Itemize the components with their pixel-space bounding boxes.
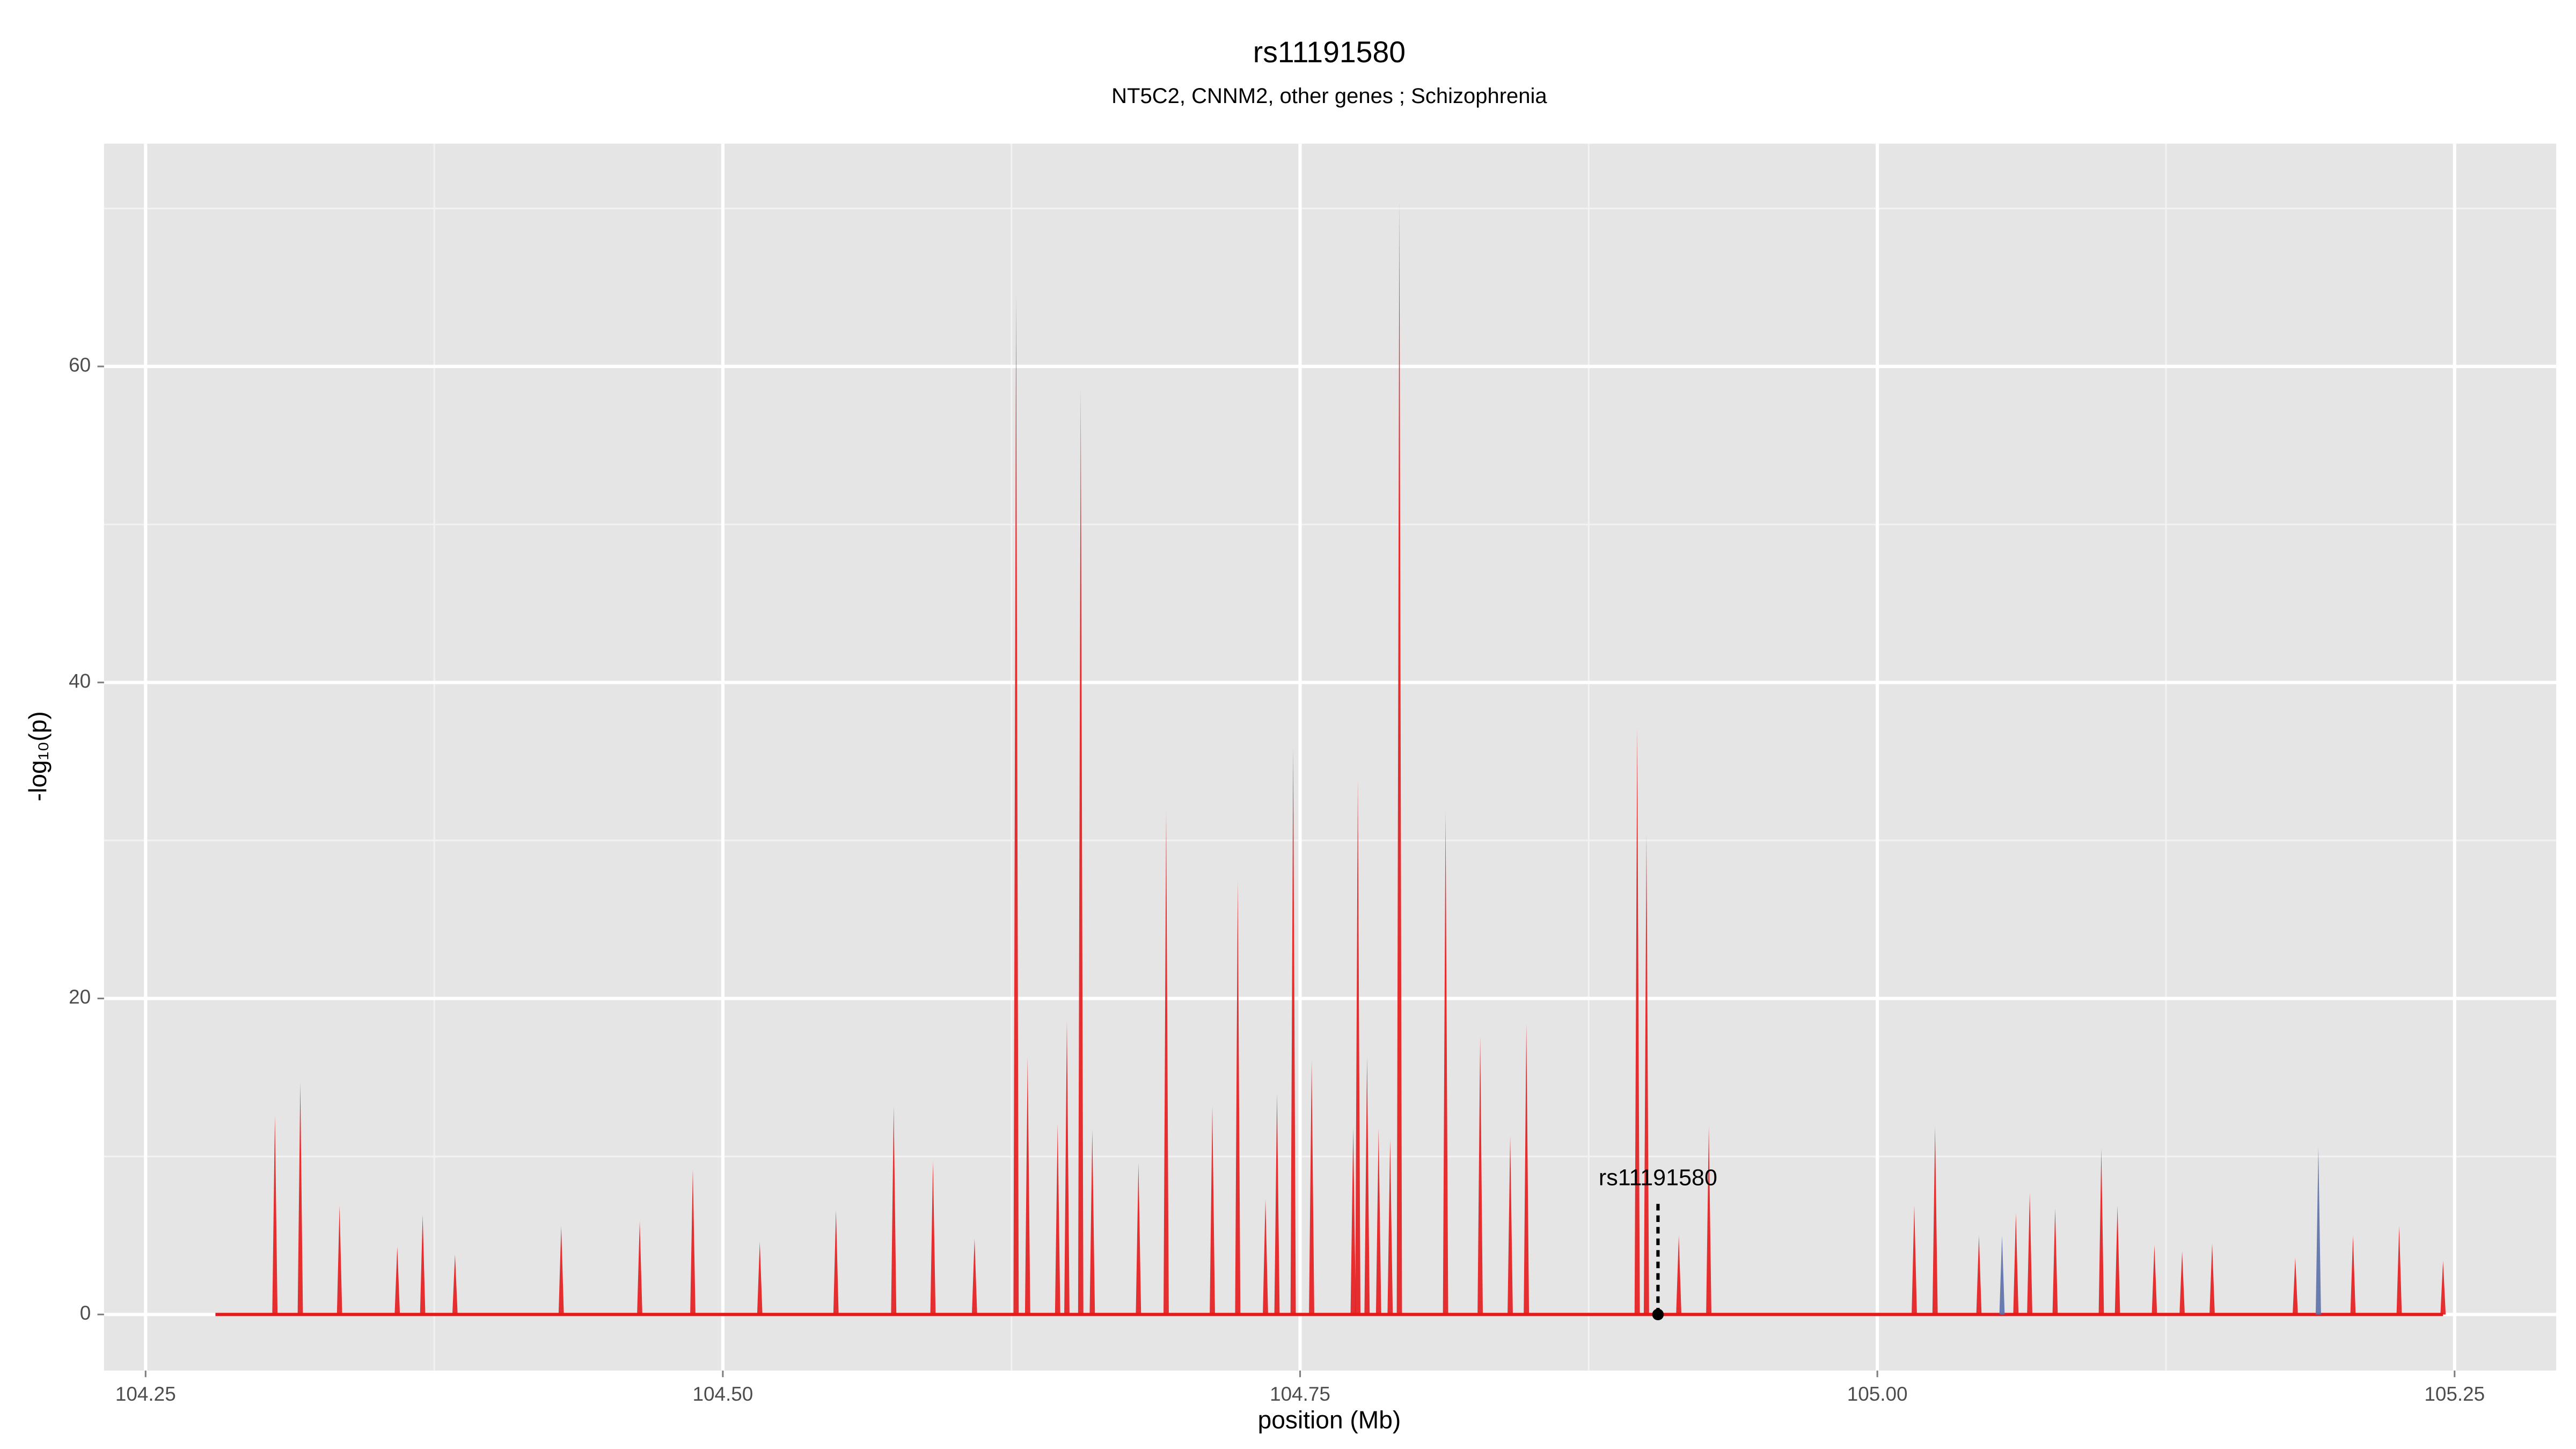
- spike: [1477, 1036, 1483, 1315]
- spike: [272, 1115, 278, 1315]
- spike: [2098, 1148, 2104, 1315]
- spike: [2440, 1261, 2446, 1315]
- spike: [1163, 812, 1169, 1315]
- spike: [1634, 727, 1640, 1315]
- spike: [1210, 1106, 1215, 1315]
- x-tick-label: 105.25: [2424, 1383, 2485, 1405]
- spike: [2209, 1243, 2215, 1315]
- annotation-point: [1652, 1308, 1664, 1321]
- spike: [1089, 1129, 1095, 1315]
- spike: [2027, 1192, 2033, 1315]
- x-tick-label: 104.75: [1270, 1383, 1330, 1405]
- spike: [1375, 1128, 1381, 1315]
- spike: [833, 1210, 839, 1315]
- spike: [2315, 1147, 2321, 1315]
- spike: [1676, 1235, 1682, 1315]
- spike: [1976, 1235, 1982, 1315]
- spike: [558, 1226, 564, 1315]
- x-tick-label: 104.25: [115, 1383, 176, 1405]
- y-axis-label: -log₁₀(p): [24, 711, 52, 801]
- spike: [1064, 1020, 1070, 1315]
- spike: [452, 1254, 458, 1315]
- spike: [1524, 1023, 1529, 1315]
- spike: [1507, 1136, 1513, 1315]
- spike: [1643, 834, 1649, 1315]
- spike: [757, 1241, 763, 1315]
- spike: [1396, 200, 1402, 1315]
- spike: [336, 1205, 342, 1315]
- spike: [1290, 747, 1296, 1315]
- y-tick-label: 40: [69, 670, 91, 692]
- spike: [1706, 1126, 1711, 1315]
- spike: [1999, 1235, 2005, 1315]
- spike: [2396, 1226, 2402, 1315]
- spike: [1355, 779, 1361, 1315]
- spike: [1013, 294, 1019, 1315]
- spike: [2013, 1213, 2019, 1315]
- spike: [1136, 1162, 1141, 1315]
- spike: [394, 1246, 400, 1315]
- spike: [1024, 1057, 1030, 1315]
- y-tick-label: 20: [69, 986, 91, 1008]
- spike: [930, 1161, 936, 1315]
- spike: [1350, 1128, 1356, 1315]
- marks: rs11191580: [215, 200, 2446, 1321]
- spike: [2292, 1257, 2298, 1315]
- spike: [2052, 1209, 2058, 1315]
- spike: [2114, 1205, 2120, 1315]
- y-tick-label: 0: [80, 1302, 91, 1324]
- x-tick-label: 105.00: [1847, 1383, 1908, 1405]
- spike: [1309, 1060, 1314, 1315]
- x-axis-label: position (Mb): [1258, 1406, 1401, 1433]
- spike: [1274, 1093, 1280, 1315]
- spike: [1078, 389, 1084, 1315]
- spike: [1443, 812, 1448, 1315]
- spike: [420, 1214, 426, 1315]
- spike: [891, 1106, 897, 1315]
- chart-title: rs11191580: [1253, 35, 1406, 69]
- spike: [971, 1239, 977, 1315]
- spike: [637, 1221, 642, 1315]
- y-tick-label: 60: [69, 354, 91, 376]
- spike: [2179, 1251, 2185, 1315]
- spike: [297, 1082, 303, 1315]
- spike: [1263, 1199, 1268, 1315]
- spike: [1235, 880, 1241, 1315]
- spike: [1387, 1139, 1393, 1315]
- spike: [1364, 1057, 1370, 1315]
- spike: [1932, 1126, 1938, 1315]
- annotation-label: rs11191580: [1599, 1165, 1717, 1190]
- spike: [1912, 1205, 1917, 1315]
- plot-panel: [104, 143, 2557, 1371]
- spike: [2350, 1235, 2356, 1315]
- spike: [2151, 1245, 2157, 1315]
- spike: [690, 1169, 696, 1315]
- spike: [1055, 1123, 1060, 1315]
- chart-subtitle: NT5C2, CNNM2, other genes ; Schizophreni…: [1111, 84, 1547, 108]
- x-tick-label: 104.50: [692, 1383, 753, 1405]
